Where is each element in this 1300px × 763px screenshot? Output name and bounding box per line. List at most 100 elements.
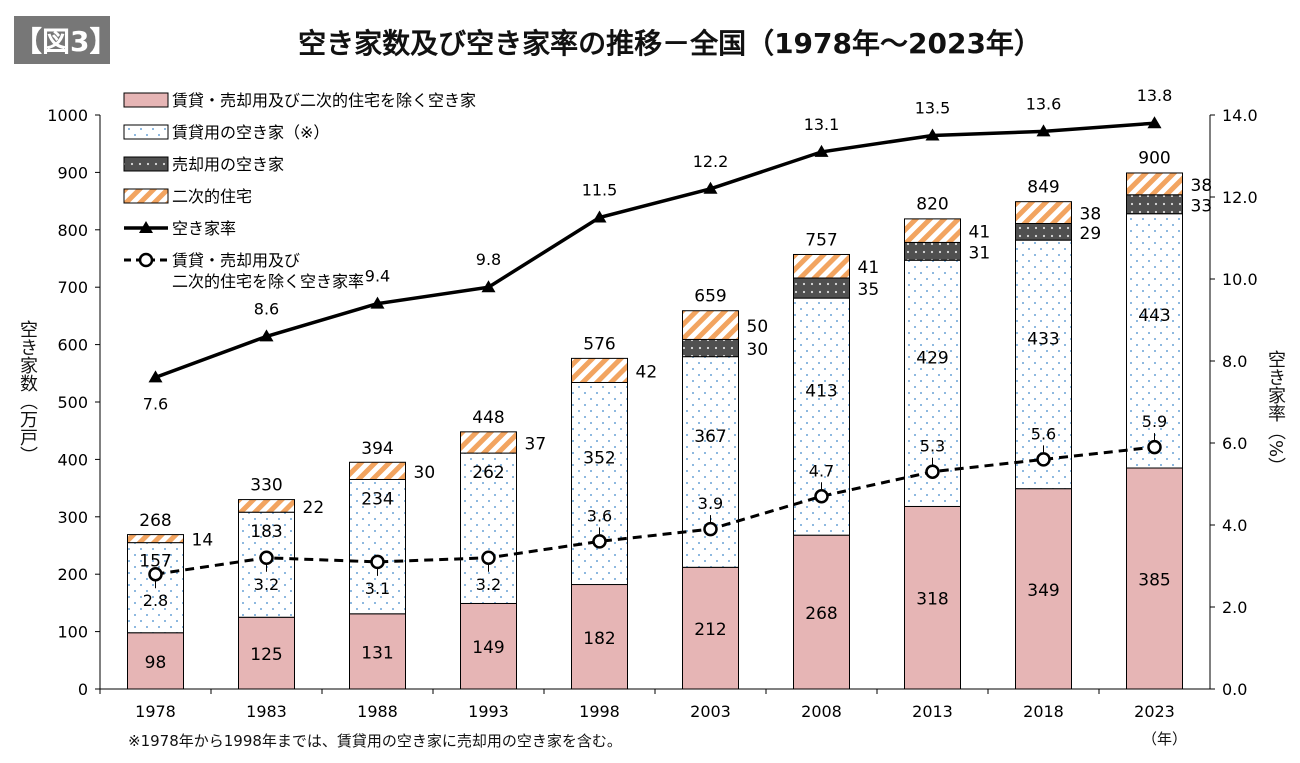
bar-label-secondary: 37 (525, 434, 547, 454)
line-vacancy-rate-marker (592, 210, 607, 223)
x-tick-label: 1998 (579, 702, 620, 721)
bar-label-other: 125 (250, 645, 282, 665)
bar-label-sale: 33 (1191, 196, 1213, 216)
y-tick-label-left: 900 (57, 163, 88, 182)
y-tick-label-left: 700 (57, 278, 88, 297)
bar-segment-other (127, 632, 184, 690)
bar-label-total: 330 (250, 476, 282, 496)
bar-label-sale: 35 (858, 280, 880, 300)
line-vacancy-rate (154, 121, 1155, 380)
bar-segment-rental (349, 478, 406, 615)
bar-label-other: 349 (1027, 581, 1059, 601)
bar-label-total: 394 (361, 439, 393, 459)
line-vacancy-rate-label: 11.5 (582, 181, 618, 200)
y-axis-title-left: 空き家数（万戸） (17, 320, 38, 464)
line-vacancy-rate-label: 7.6 (143, 394, 168, 413)
y-tick-label-right: 12.0 (1222, 188, 1258, 207)
bar-label-rental: 183 (250, 522, 282, 542)
y-tick-label-right: 10.0 (1222, 270, 1258, 289)
bar-label-secondary: 22 (303, 498, 325, 518)
line-vacancy-rate-label: 9.4 (365, 267, 390, 286)
line-other-vacancy-rate-label: 5.9 (1142, 412, 1167, 431)
bar-label-total: 820 (916, 194, 948, 214)
y-tick-label-left: 100 (57, 623, 88, 642)
bar-label-total: 268 (139, 511, 171, 531)
line-vacancy-rate-label: 8.6 (254, 299, 279, 318)
bar-label-other: 131 (361, 643, 393, 663)
bar-label-other: 182 (583, 629, 615, 649)
line-vacancy-rate-marker (703, 181, 718, 194)
bar-segment-other (682, 566, 739, 690)
x-tick-label: 2008 (801, 702, 842, 721)
bar-label-rental: 433 (1027, 329, 1059, 349)
bar-segment-other (460, 602, 517, 690)
line-other-vacancy-rate-label: 3.1 (365, 579, 390, 598)
legend-swatch (123, 156, 169, 172)
line-other-vacancy-rate-label: 3.9 (698, 494, 723, 513)
legend-swatch (123, 92, 169, 108)
line-other-vacancy-rate-marker (1036, 452, 1051, 467)
line-other-vacancy-rate-marker (1147, 439, 1162, 455)
bar-label-other: 149 (472, 638, 504, 658)
y-tick-label-left: 1000 (47, 106, 88, 125)
bar-label-total: 900 (1138, 148, 1170, 168)
legend-swatch (123, 124, 169, 140)
bar-segment-other (349, 613, 406, 690)
bar-segment-secondary (682, 310, 739, 340)
bar-segment-secondary (1015, 201, 1072, 224)
bar-label-other: 268 (805, 604, 837, 624)
line-other-vacancy-rate-label: 3.2 (254, 575, 279, 594)
line-other-vacancy-rate (155, 445, 1155, 576)
bar-segment-secondary (127, 534, 184, 544)
y-tick-label-left: 200 (57, 565, 88, 584)
y-tick-label-left: 300 (57, 508, 88, 527)
bar-label-rental: 443 (1138, 306, 1170, 326)
x-tick-label: 1983 (246, 702, 287, 721)
x-tick-label: 1988 (357, 702, 398, 721)
line-vacancy-rate-label: 9.8 (476, 250, 501, 269)
line-other-vacancy-rate-label: 5.6 (1031, 424, 1056, 443)
bar-segment-sale (1015, 222, 1072, 241)
y-tick-label-left: 600 (57, 336, 88, 355)
legend-label: 賃貸・売却用及び (172, 251, 300, 270)
bar-segment-sale (904, 241, 961, 261)
bar-segment-other (1126, 467, 1183, 690)
bar-segment-sale (682, 338, 739, 358)
bar-label-other: 318 (916, 590, 948, 610)
bar-label-rental: 367 (694, 427, 726, 447)
figure-tag: 【図3】 (14, 16, 117, 64)
bar-label-sale: 29 (1080, 224, 1102, 244)
bar-segment-secondary (349, 461, 406, 480)
bar-label-rental: 262 (472, 463, 504, 483)
y-tick-label-right: 8.0 (1222, 352, 1247, 371)
legend-label: 二次的住宅 (172, 187, 252, 206)
bar-label-rental: 157 (139, 552, 171, 572)
line-vacancy-rate-label: 13.6 (1026, 94, 1062, 113)
bar-label-rental: 234 (361, 489, 393, 509)
line-other-vacancy-rate-label: 3.6 (587, 506, 612, 525)
bar-label-secondary: 50 (747, 317, 769, 337)
bar-label-rental: 413 (805, 382, 837, 402)
x-axis-unit: （年） (1142, 730, 1188, 748)
y-tick-label-right: 14.0 (1222, 106, 1258, 125)
bar-segment-secondary (1126, 172, 1183, 196)
x-tick-label: 2003 (690, 702, 731, 721)
bar-segment-other (571, 584, 628, 690)
bar-label-secondary: 42 (636, 362, 658, 382)
line-vacancy-rate-marker (814, 144, 829, 157)
bar-segment-other (793, 534, 850, 690)
x-tick-label: 1978 (135, 702, 176, 721)
bar-segment-rental (238, 511, 295, 618)
bar-label-secondary: 41 (858, 258, 880, 278)
bar-label-other: 385 (1138, 571, 1170, 591)
line-vacancy-rate-marker (925, 128, 940, 141)
line-other-vacancy-rate-marker (259, 550, 274, 566)
bar-label-total: 849 (1027, 178, 1059, 198)
x-tick-label: 2023 (1134, 702, 1175, 721)
bar-segment-other (1015, 488, 1072, 690)
line-vacancy-rate-label: 13.5 (915, 99, 951, 118)
line-vacancy-rate-label: 12.2 (693, 152, 729, 171)
line-vacancy-rate-marker (1147, 116, 1162, 129)
line-other-vacancy-rate-label: 2.8 (143, 591, 168, 610)
